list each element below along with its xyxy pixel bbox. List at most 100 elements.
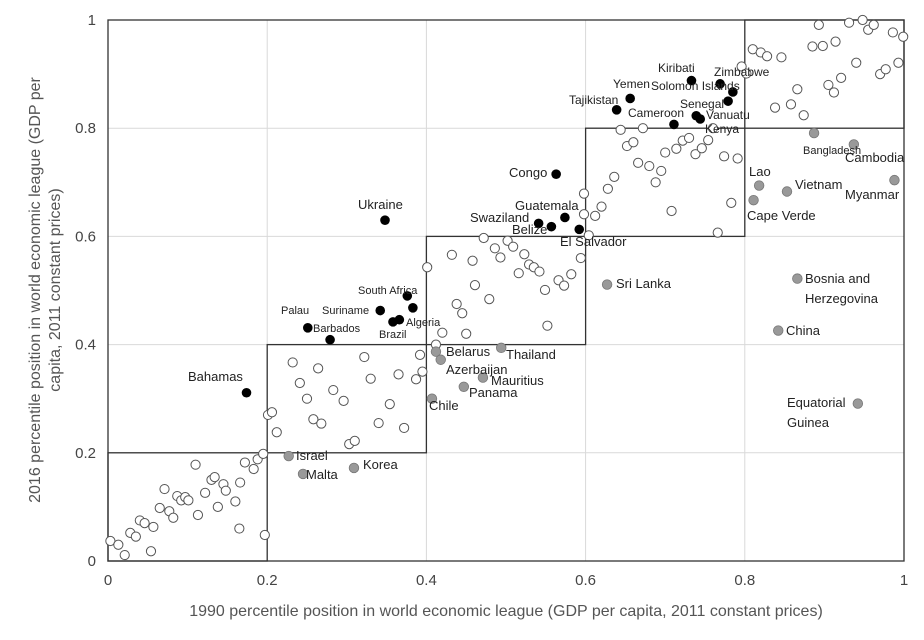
point-label: El Salvador xyxy=(560,234,627,249)
black-point xyxy=(695,114,706,124)
hollow-point xyxy=(209,472,220,483)
hollow-point xyxy=(259,529,270,541)
quintile-boxes xyxy=(107,19,905,562)
hollow-point xyxy=(785,99,797,110)
black-point xyxy=(625,93,635,104)
black-points xyxy=(241,75,738,398)
hollow-point xyxy=(683,132,695,144)
black-point xyxy=(715,79,725,89)
point-label: Israel xyxy=(296,448,328,463)
hollow-point xyxy=(145,546,157,557)
point-label: Yemen xyxy=(613,77,650,91)
grey-point xyxy=(297,468,309,480)
point-label: Palau xyxy=(281,305,309,317)
grey-point xyxy=(753,180,765,191)
y-axis-title-line1: 2016 percentile position in world econom… xyxy=(27,76,44,502)
x-tick-label: 1 xyxy=(900,572,908,589)
grey-point xyxy=(792,273,803,284)
y-tick-label: 1 xyxy=(88,12,96,29)
black-point xyxy=(533,218,544,229)
gridlines xyxy=(108,20,904,561)
grey-point xyxy=(773,325,784,336)
hollow-point xyxy=(602,183,613,194)
hollow-point xyxy=(736,61,747,72)
point-label: Tajikistan xyxy=(569,93,618,107)
hollow-point xyxy=(495,252,506,263)
hollow-point xyxy=(519,249,530,260)
hollow-point xyxy=(417,366,428,377)
grey-point xyxy=(748,194,759,206)
point-label: Guinea xyxy=(787,415,830,430)
hollow-point xyxy=(513,268,524,279)
black-point xyxy=(669,119,679,130)
point-label: Bahamas xyxy=(188,369,243,384)
hollow-point xyxy=(266,407,278,418)
point-label: Bangladesh xyxy=(803,145,861,157)
hollow-point xyxy=(828,87,840,98)
black-point xyxy=(325,334,335,345)
y-axis-title-line2: capita, 2011 constant prices) xyxy=(47,188,64,391)
point-label: Korea xyxy=(363,457,398,472)
hollow-point xyxy=(732,153,743,164)
hollow-point xyxy=(823,79,834,91)
hollow-point xyxy=(666,205,677,217)
hollow-point xyxy=(539,284,551,296)
point-label: Belarus xyxy=(446,344,491,359)
hollow-point xyxy=(313,363,324,374)
hollow-point xyxy=(575,252,586,264)
quintile-box xyxy=(107,452,268,562)
black-point xyxy=(723,96,733,106)
black-point xyxy=(611,105,622,115)
point-label: Cape Verde xyxy=(747,208,816,223)
hollow-point xyxy=(190,459,201,470)
black-point xyxy=(546,221,557,232)
hollow-point xyxy=(707,123,719,134)
point-label: Algeria xyxy=(406,317,441,329)
point-label: Panama xyxy=(469,385,518,400)
hollow-point xyxy=(154,502,165,514)
hollow-point xyxy=(741,68,752,79)
hollow-point xyxy=(813,19,824,30)
hollow-point xyxy=(857,14,868,26)
hollow-point xyxy=(578,209,590,220)
hollow-point xyxy=(287,357,298,368)
hollow-point xyxy=(349,435,360,446)
point-label: Equatorial xyxy=(787,395,846,410)
hollow-point xyxy=(628,137,639,148)
hollow-point xyxy=(596,201,607,212)
hollow-point xyxy=(851,57,862,68)
hollow-point xyxy=(478,232,489,244)
point-label: Thailand xyxy=(506,347,556,362)
hollow-point xyxy=(534,266,545,277)
hollow-point xyxy=(113,539,124,550)
hollow-point xyxy=(451,298,462,310)
hollow-points xyxy=(105,14,909,561)
x-axis-title: 1990 percentile position in world econom… xyxy=(189,603,823,620)
point-label: Vanuatu xyxy=(706,108,750,122)
hollow-point xyxy=(359,351,370,363)
hollow-point xyxy=(461,328,472,339)
hollow-point xyxy=(719,151,730,162)
hollow-point xyxy=(798,110,809,121)
hollow-point xyxy=(703,135,714,146)
point-label: Suriname xyxy=(322,305,369,317)
hollow-point xyxy=(373,417,384,429)
black-point xyxy=(402,291,413,301)
point-label: Kiribati xyxy=(658,61,695,75)
hollow-point xyxy=(650,177,661,188)
point-label: South Africa xyxy=(358,285,418,297)
hollow-point xyxy=(230,496,241,507)
black-point xyxy=(728,87,738,97)
plot-border xyxy=(107,19,905,562)
point-label: Cameroon xyxy=(628,106,684,120)
hollow-point xyxy=(830,36,841,47)
hollow-point xyxy=(338,395,349,406)
black-point xyxy=(375,305,386,316)
hollow-point xyxy=(761,51,773,62)
grey-point xyxy=(430,346,442,357)
hollow-point xyxy=(590,210,601,221)
hollow-point xyxy=(469,279,481,291)
x-tick-label: 0.2 xyxy=(257,572,278,589)
